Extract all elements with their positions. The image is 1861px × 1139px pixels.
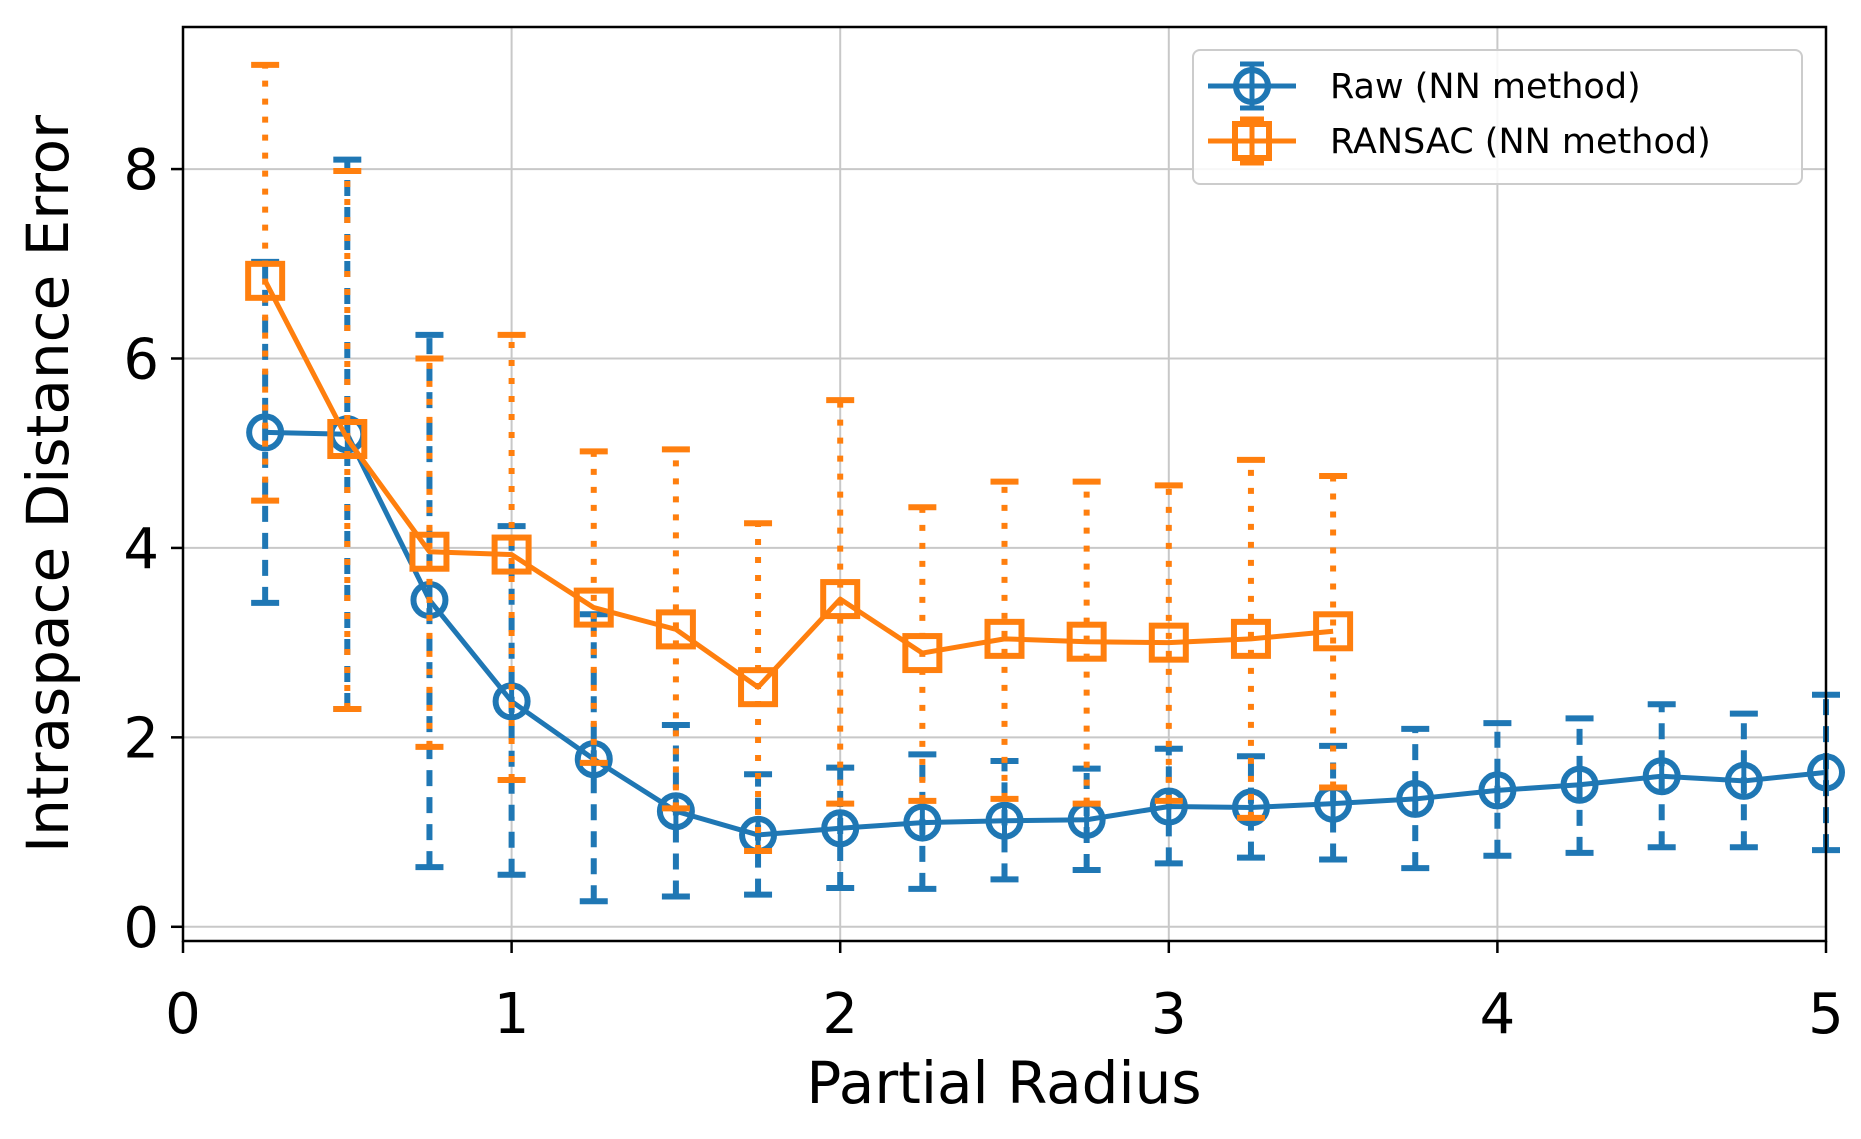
legend: Raw (NN method) RANSAC (NN method) [1192, 49, 1803, 185]
data-point-ransac [1066, 621, 1107, 662]
data-point-ransac [655, 609, 696, 650]
data-point-ransac [573, 587, 614, 628]
y-tick-label: 2 [123, 706, 159, 771]
plot-frame [181, 25, 1828, 943]
x-axis-label: Partial Radius [806, 1049, 1201, 1117]
x-tick-label: 2 [822, 982, 858, 1047]
legend-box [1192, 49, 1803, 185]
x-tick-label: 4 [1480, 982, 1516, 1047]
data-point-ransac [1313, 611, 1354, 652]
y-tick-label: 6 [123, 328, 159, 393]
data-point-ransac [820, 579, 861, 620]
x-tick-label: 0 [165, 982, 201, 1047]
x-tick-label: 1 [494, 982, 530, 1047]
y-tick-label: 0 [123, 896, 159, 961]
y-axis-label: Intraspace Distance Error [14, 115, 82, 853]
series-ransac [245, 61, 1354, 855]
legend-label-ransac: RANSAC (NN method) [1330, 122, 1711, 162]
data-point-ransac [409, 531, 450, 572]
x-tick-label: 5 [1808, 982, 1844, 1047]
x-tick-label: 3 [1151, 982, 1187, 1047]
data-point-ransac [327, 419, 368, 460]
data-point-ransac [245, 260, 286, 301]
data-point-ransac [491, 534, 532, 575]
legend-marker-ransac [1232, 121, 1272, 161]
legend-label-raw: Raw (NN method) [1330, 67, 1641, 107]
data-point-ransac [1230, 618, 1271, 659]
data-point-ransac [738, 667, 779, 708]
axis-ticks: 0 1 2 3 4 5 0 2 4 6 8 [123, 138, 1843, 1047]
y-tick-label: 8 [123, 138, 159, 203]
data-point-ransac [1148, 622, 1189, 663]
series-line-ransac [262, 279, 1334, 690]
y-tick-label: 4 [123, 517, 159, 582]
series-layer [245, 61, 1845, 905]
data-point-ransac [984, 618, 1025, 659]
legend-marker-raw [1233, 67, 1271, 105]
data-point-ransac [902, 633, 943, 674]
